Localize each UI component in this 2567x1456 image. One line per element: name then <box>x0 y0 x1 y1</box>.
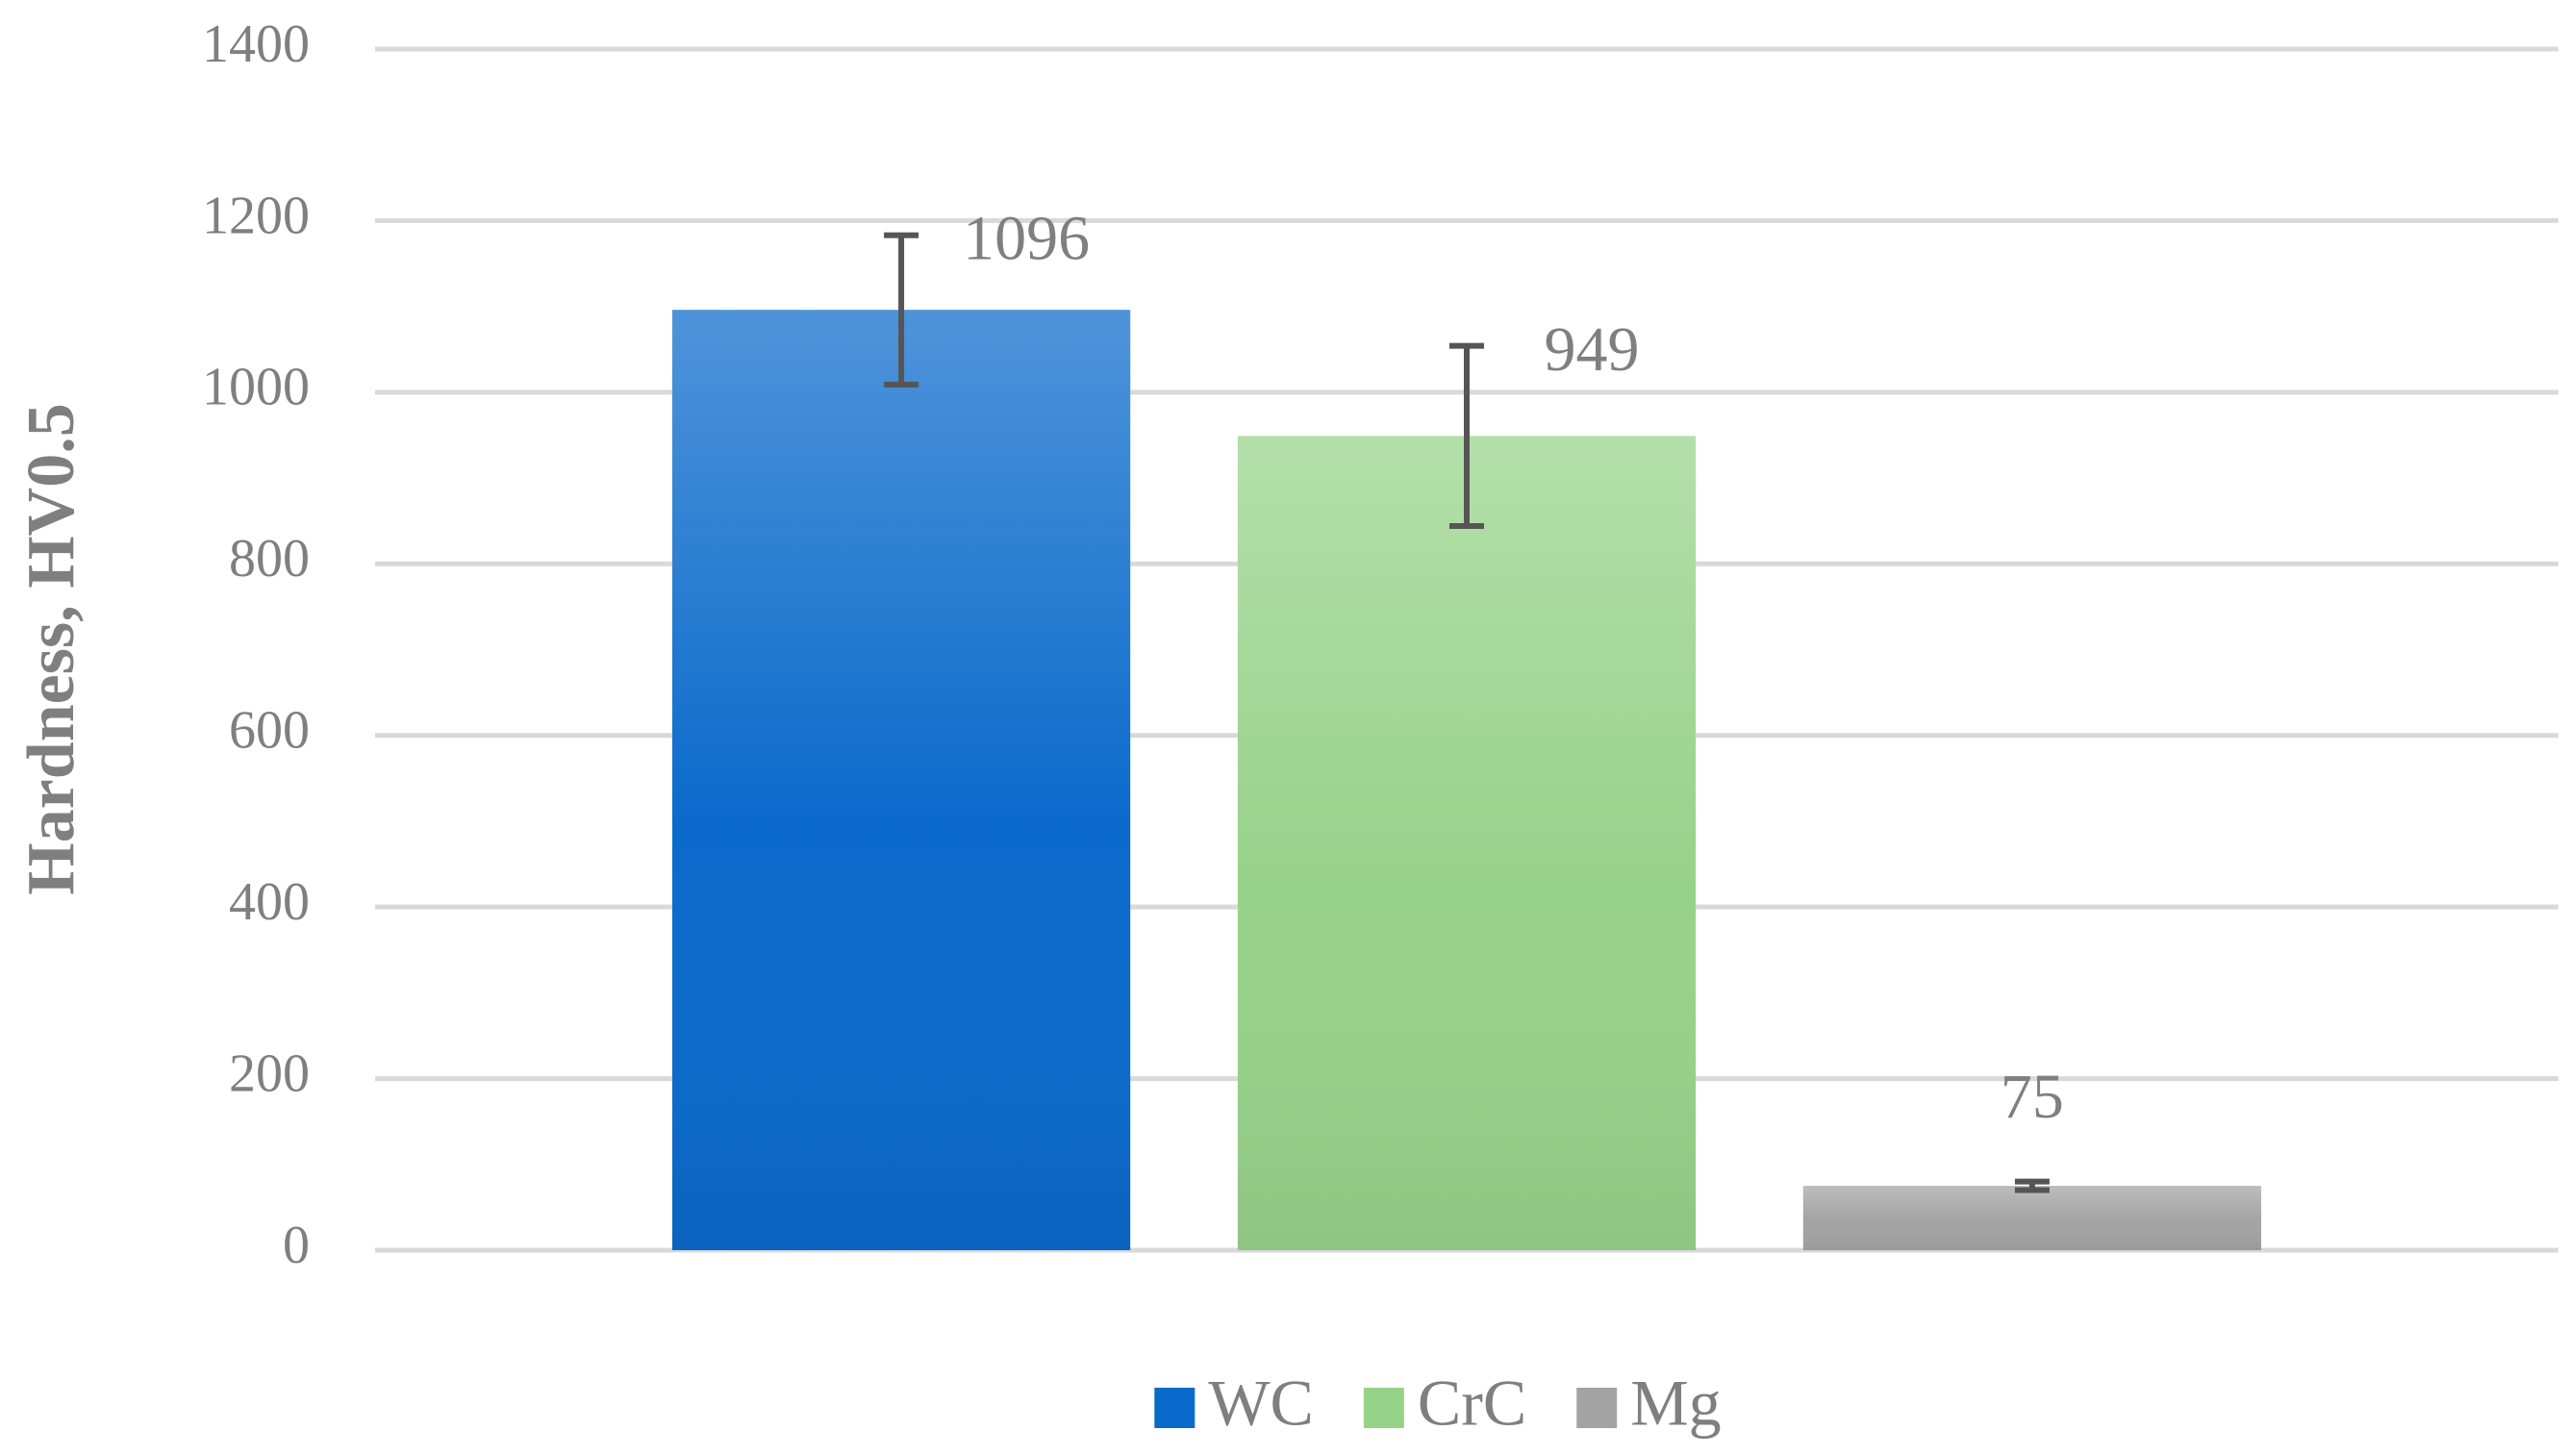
legend-label: WC <box>1208 1367 1314 1440</box>
y-tick-label: 200 <box>229 1043 310 1103</box>
legend: WC CrC Mg <box>1154 1367 1722 1440</box>
error-bar <box>1449 342 1484 530</box>
y-tick-label: 0 <box>283 1216 310 1275</box>
y-tick-label: 600 <box>229 701 310 761</box>
legend-swatch <box>1576 1388 1618 1428</box>
y-tick-label: 800 <box>229 529 310 589</box>
data-label: 949 <box>1545 314 1640 385</box>
legend-label: CrC <box>1418 1367 1526 1440</box>
bar-shade <box>1802 1186 2262 1250</box>
bar-shade <box>671 310 1131 1250</box>
data-label: 75 <box>2001 1062 2064 1132</box>
y-axis-title: Hardness, HV0.5 <box>14 403 88 894</box>
legend-swatch <box>1154 1388 1195 1428</box>
y-tick-label: 1400 <box>202 14 310 74</box>
legend-swatch <box>1363 1388 1404 1428</box>
y-tick-label: 1000 <box>202 358 310 417</box>
error-bar <box>884 232 919 388</box>
bar-shade <box>1237 436 1697 1250</box>
y-tick-label: 400 <box>229 872 310 932</box>
error-bar <box>2014 1178 2050 1193</box>
legend-label: Mg <box>1630 1367 1721 1440</box>
data-label: 1096 <box>963 204 1090 274</box>
y-tick-label: 1200 <box>202 186 310 245</box>
